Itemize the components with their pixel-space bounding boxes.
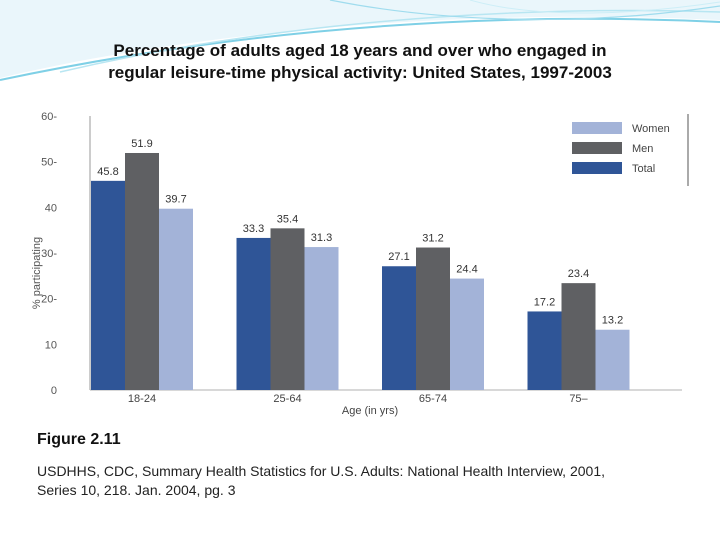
- bar-men-0: [125, 152, 159, 390]
- chart-panel: 0 10 20- 30- 40 50- 60- % participating 45.8 51.9…: [27, 108, 689, 420]
- x-tick-label: 75–: [569, 393, 588, 405]
- bar-women-2: [450, 278, 484, 390]
- bar-value-label: 45.8: [97, 166, 118, 178]
- header-swoosh-decoration: [0, 0, 720, 81]
- y-tick-label: 0: [51, 385, 57, 397]
- bar-women-1: [304, 247, 339, 390]
- y-tick-label: 30-: [41, 248, 57, 260]
- y-tick-label: 40: [45, 202, 57, 214]
- bar-value-label: 27.1: [388, 251, 409, 263]
- bar-women-0: [159, 208, 193, 390]
- legend-swatch-total: [572, 162, 622, 174]
- y-tick-label: 10: [45, 339, 57, 351]
- legend-label: Total: [632, 163, 655, 175]
- figure-label: Figure 2.11: [37, 431, 121, 448]
- x-tick-label: 18-24: [128, 393, 156, 405]
- bar-men-3: [561, 283, 596, 390]
- bar-women-3: [595, 329, 630, 390]
- bar-value-label: 31.2: [422, 233, 443, 245]
- x-tick-label: 25-64: [273, 393, 301, 405]
- source-line: Series 10, 218. Jan. 2004, pg. 3: [37, 482, 236, 498]
- bar-value-label: 17.2: [534, 296, 555, 308]
- slide-title-line: Percentage of adults aged 18 years and o…: [113, 41, 607, 60]
- bar-value-label: 33.3: [243, 223, 264, 235]
- source-citation: USDHHS, CDC, Summary Health Statistics f…: [37, 462, 697, 500]
- bar-chart: 0 10 20- 30- 40 50- 60- % participating 45.8 51.9…: [27, 108, 689, 420]
- bar-men-2: [416, 247, 450, 390]
- slide-title-line: regular leisure-time physical activity: …: [108, 63, 612, 82]
- bar-value-label: 31.3: [311, 232, 332, 244]
- bar-total-0: [91, 180, 125, 390]
- y-tick-label: 20-: [41, 294, 57, 306]
- legend-swatch-women: [572, 122, 622, 134]
- legend-swatch-men: [572, 142, 622, 154]
- bar-total-2: [382, 266, 416, 390]
- y-tick-label: 50-: [41, 157, 57, 169]
- y-axis-label: % participating: [31, 237, 43, 309]
- bar-men-1: [270, 228, 305, 390]
- bar-value-label: 13.2: [602, 315, 623, 327]
- bar-value-label: 51.9: [131, 138, 152, 150]
- y-tick-label: 60-: [41, 111, 57, 123]
- bar-value-label: 35.4: [277, 213, 298, 225]
- bar-total-1: [236, 237, 271, 390]
- legend-label: Women: [632, 123, 670, 135]
- bar-total-3: [527, 311, 562, 390]
- bar-value-label: 23.4: [568, 268, 589, 280]
- source-line: USDHHS, CDC, Summary Health Statistics f…: [37, 463, 605, 479]
- x-tick-label: 65-74: [419, 393, 447, 405]
- x-axis-label: Age (in yrs): [342, 405, 398, 417]
- bar-value-label: 39.7: [165, 194, 186, 206]
- slide-title: Percentage of adults aged 18 years and o…: [20, 40, 700, 84]
- bar-value-label: 24.4: [456, 264, 477, 276]
- legend-label: Men: [632, 143, 653, 155]
